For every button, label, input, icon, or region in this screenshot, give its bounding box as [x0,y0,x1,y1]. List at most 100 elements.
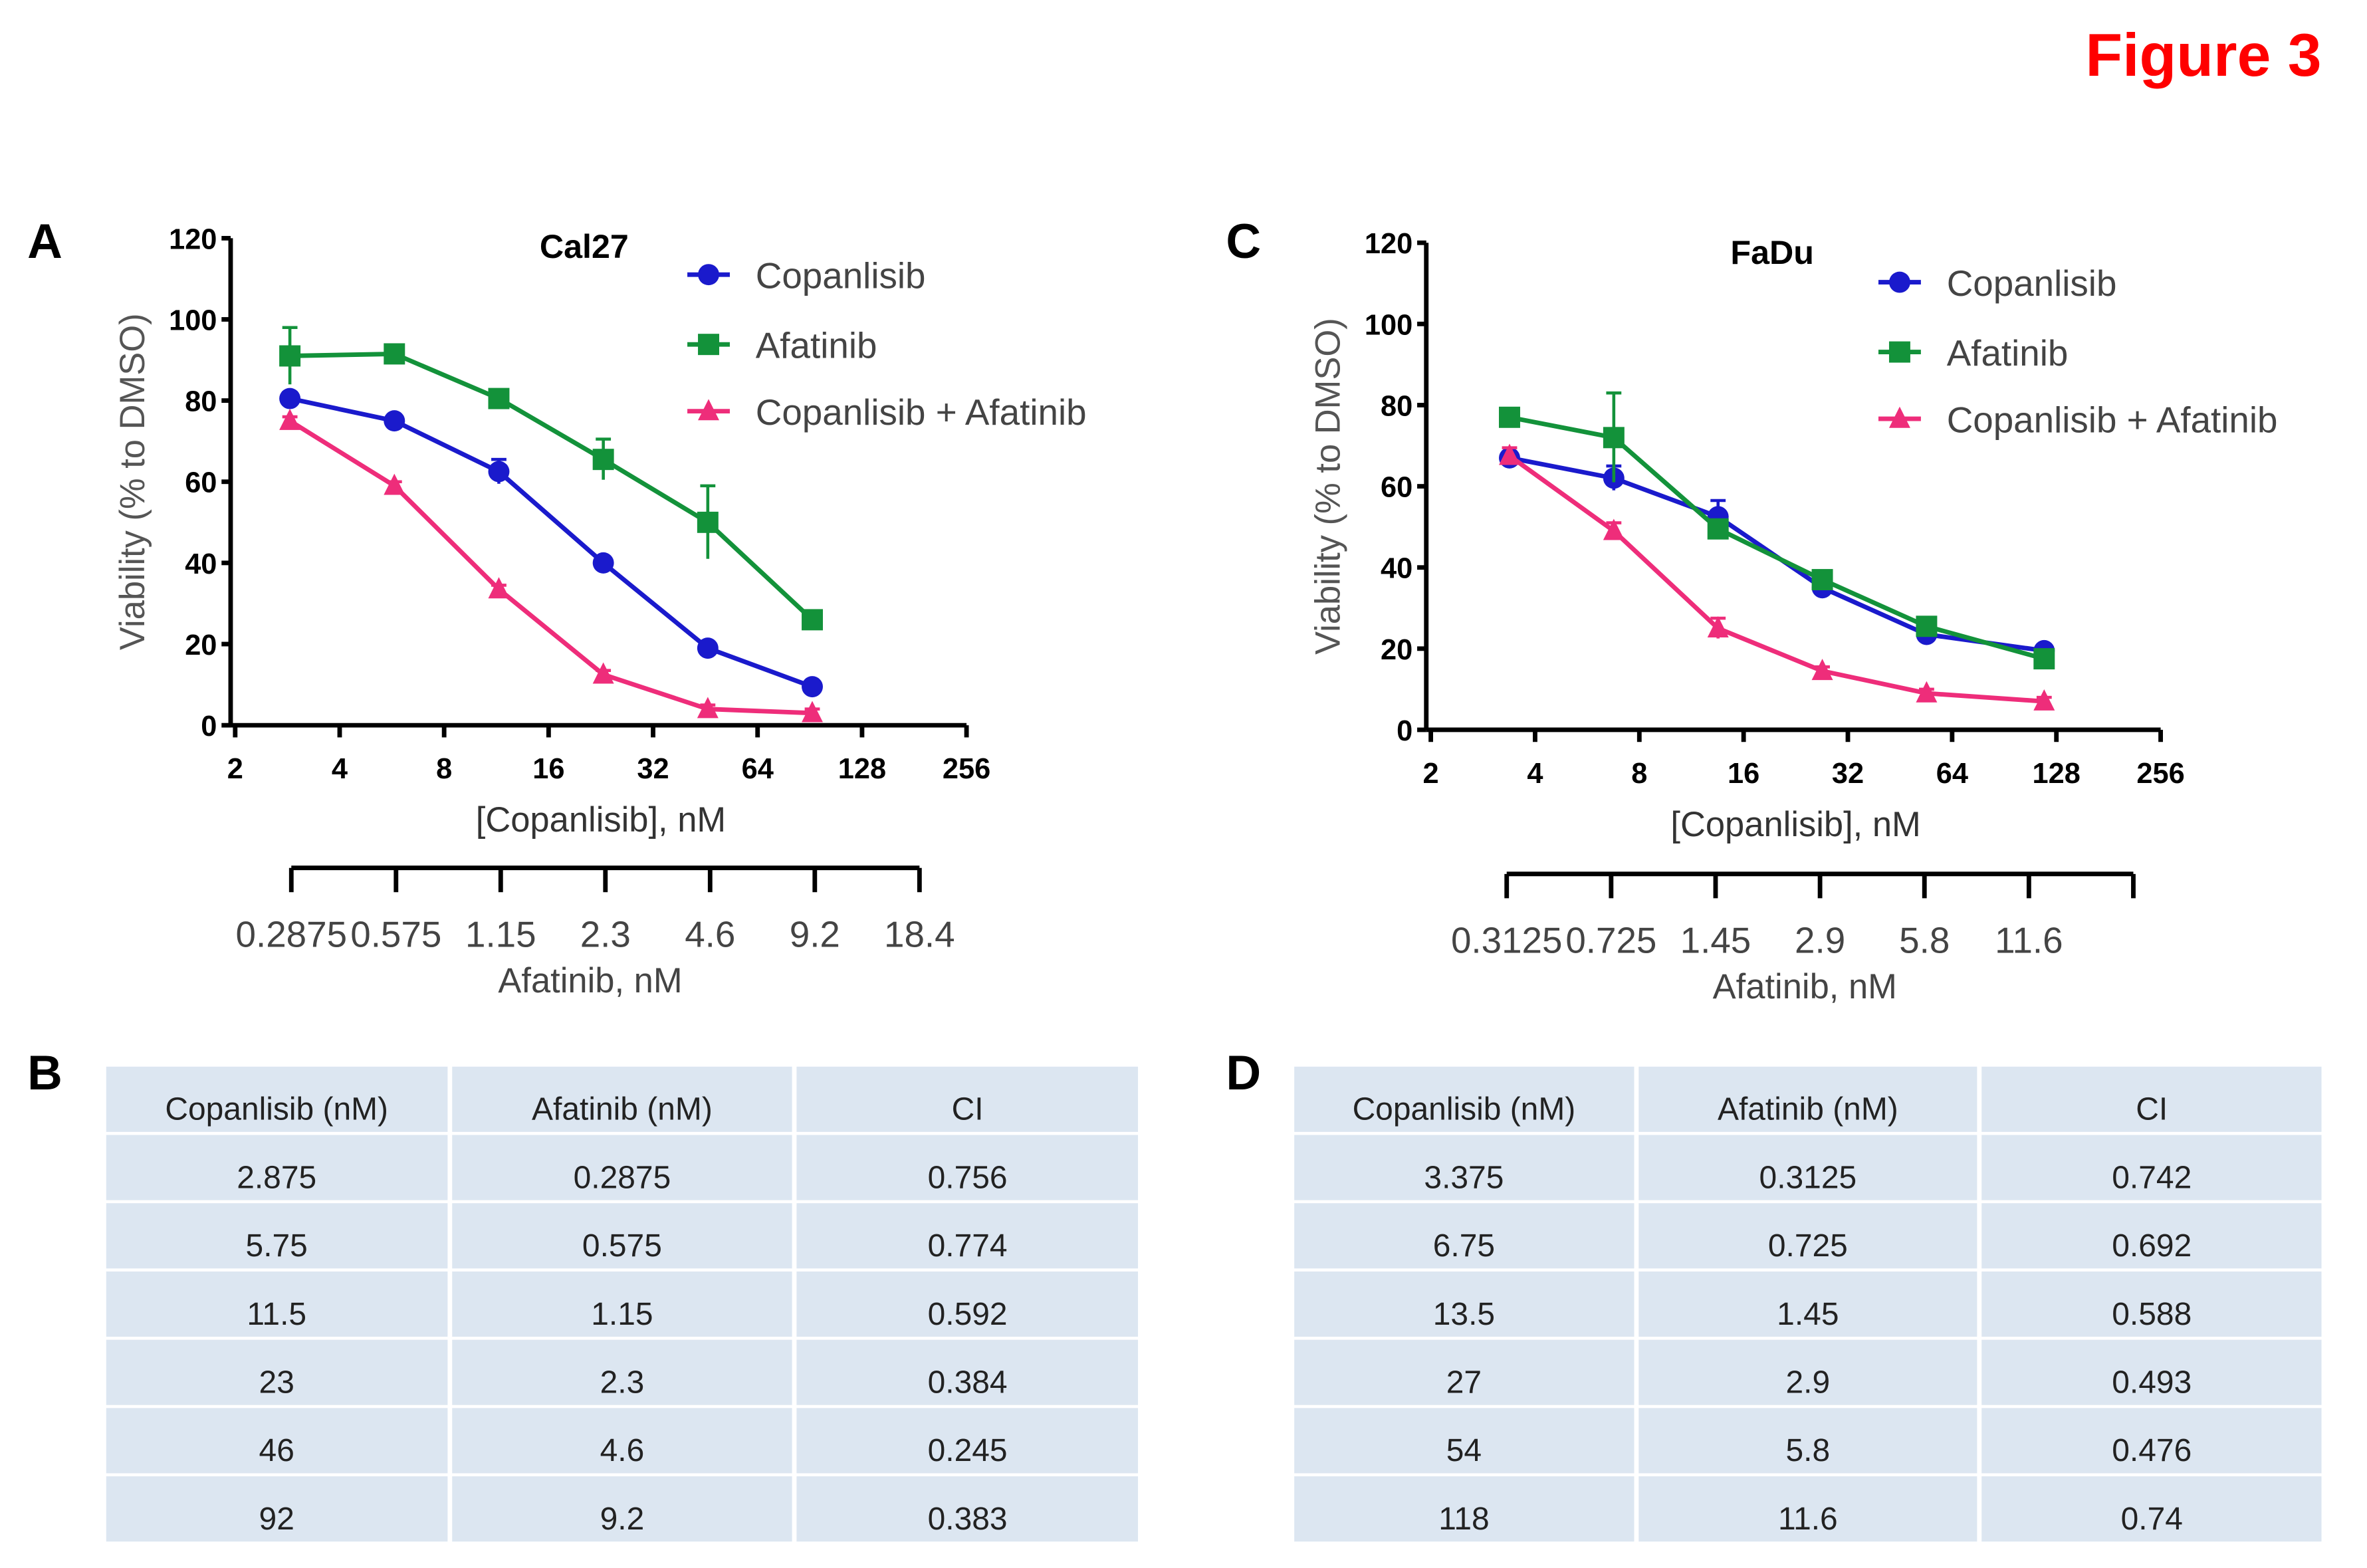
x-tick-label: 32 [637,753,669,785]
x-tick-label: 8 [1631,758,1647,790]
table-cell: Copanlisib (nM) [1294,1066,1634,1132]
table-row: 5.75 0.575 0.774 [106,1203,1139,1269]
table-row: 3.375 0.3125 0.742 [1294,1135,2322,1200]
x-tick-label: 4 [332,753,348,785]
x-tick-label: 16 [532,753,564,785]
panel-label-d: D [1226,1046,1261,1100]
table-cell: 6.75 [1294,1203,1634,1269]
x-tick-label: 2 [1423,758,1439,790]
table-cell: 118 [1294,1476,1634,1542]
table-cell: 11.5 [106,1271,447,1337]
legend-label: Afatinib [1947,332,2069,374]
y-tick-label: 80 [185,386,217,418]
secondary-axis-label: Afatinib, nM [498,961,682,1000]
data-point [488,461,510,483]
x-tick-label: 32 [1832,758,1864,790]
table-cell: 0.592 [797,1271,1139,1337]
data-point [1603,427,1625,449]
secondary-tick-label: 4.6 [685,913,735,954]
y-tick-label: 40 [185,548,217,580]
table-cell: 0.383 [797,1476,1139,1542]
table-cell: 0.588 [1981,1271,2322,1337]
legend-label: Copanlisib [1947,263,2117,304]
x-tick-label: 64 [742,753,774,785]
table-cell: 0.575 [451,1203,793,1269]
secondary-tick-label: 1.15 [465,913,536,954]
data-point [384,410,405,432]
table-cell: 2.9 [1638,1339,1978,1405]
y-tick-label: 60 [1381,472,1412,504]
series-line [1508,454,2045,704]
data-point [384,343,405,365]
chart-title: Cal27 [540,228,629,265]
series-line [289,396,814,689]
y-tick-label: 100 [169,304,217,336]
y-tick-label: 120 [169,223,217,255]
table-cell: 0.756 [797,1135,1139,1200]
table-cell: 0.742 [1981,1135,2322,1200]
table-cell: CI [797,1066,1139,1132]
data-point [279,408,301,430]
data-point [802,676,823,698]
table-cell: 4.6 [451,1408,793,1474]
table-header-row: Copanlisib (nM) Afatinib (nM) CI [106,1066,1139,1132]
table-cell: 5.75 [106,1203,447,1269]
legend-marker [1888,271,1910,293]
legend-label: Copanlisib + Afatinib [756,392,1087,433]
x-axis-label: [Copanlisib], nM [1670,805,1920,844]
table-header-row: Copanlisib (nM) Afatinib (nM) CI [1294,1066,2322,1132]
x-tick-label: 256 [943,753,990,785]
panel-label-b: B [27,1046,62,1100]
table-cell: 3.375 [1294,1135,1634,1200]
table-cell: 13.5 [1294,1271,1634,1337]
table-cell: CI [1981,1066,2322,1132]
table-row: 11.5 1.15 0.592 [106,1271,1139,1337]
secondary-tick-label: 5.8 [1899,920,1950,961]
y-tick-label: 0 [201,711,217,742]
data-point [279,388,301,409]
legend-marker [1888,406,1910,428]
chart-title: FaDu [1730,234,1814,271]
x-tick-label: 16 [1728,758,1759,790]
x-tick-label: 128 [2033,758,2081,790]
secondary-tick-label: 0.2875 [236,913,348,954]
secondary-tick-label: 0.725 [1565,920,1656,961]
table-cell: 2.3 [451,1339,793,1405]
y-tick-label: 100 [1365,309,1412,341]
table-cell: Copanlisib (nM) [106,1066,447,1132]
series-line [1509,415,2045,661]
table-cell: 0.476 [1981,1408,2322,1474]
data-point [1499,443,1520,465]
data-point [488,388,510,409]
table-row: 46 4.6 0.245 [106,1408,1139,1474]
table-row: 54 5.8 0.476 [1294,1408,2322,1474]
chart-fadu: 0 20 40 60 80 100 120 2 4 8 16 32 64 128 256 [Copanlisi… [1309,228,2278,1006]
series-line [1509,455,2045,653]
data-point [2033,689,2055,711]
table-cell: 46 [106,1408,447,1474]
table-cell: 2.875 [106,1135,447,1200]
secondary-tick-label: 0.3125 [1451,920,1563,961]
data-point [2033,648,2055,670]
secondary-tick-label: 0.575 [350,913,441,954]
table-cell: 0.2875 [451,1135,793,1200]
ci-table-cal27: Copanlisib (nM) Afatinib (nM) CI 2.875 0.287… [106,1066,1139,1545]
y-tick-label: 40 [1381,553,1412,585]
data-point [384,473,405,495]
table-cell: 92 [106,1476,447,1542]
table-row: 2.875 0.2875 0.756 [106,1135,1139,1200]
x-tick-label: 128 [838,753,886,785]
table-cell: 0.725 [1638,1203,1978,1269]
table-cell: 23 [106,1339,447,1405]
table-cell: 0.774 [797,1203,1139,1269]
secondary-tick-label: 1.45 [1680,920,1751,961]
secondary-tick-label: 2.3 [580,913,631,954]
data-point [1707,616,1729,638]
data-point [1811,659,1833,681]
ci-table-fadu: Copanlisib (nM) Afatinib (nM) CI 3.375 0.312… [1294,1066,2322,1545]
table-row: 118 11.6 0.74 [1294,1476,2322,1542]
data-point [592,449,614,471]
table-cell: 5.8 [1638,1408,1978,1474]
table-cell: 54 [1294,1408,1634,1474]
table-row: 92 9.2 0.383 [106,1476,1139,1542]
